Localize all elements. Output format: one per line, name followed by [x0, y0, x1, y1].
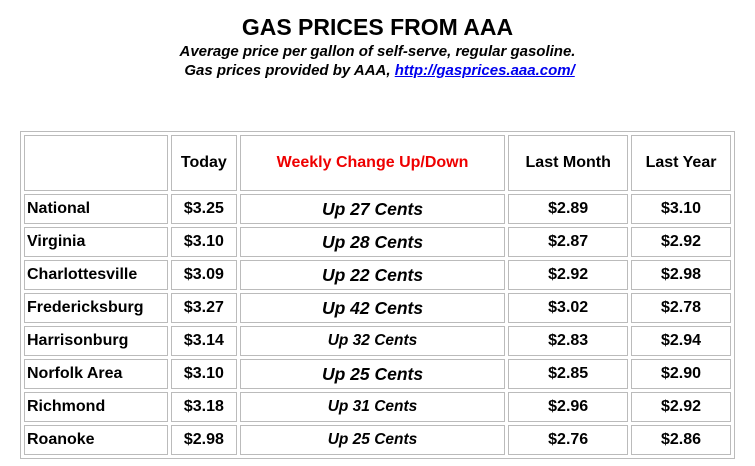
table-row: Norfolk Area $3.10 Up 25 Cents $2.85 $2.90	[24, 359, 731, 389]
subtitle: Average price per gallon of self-serve, …	[179, 43, 576, 60]
cell: $2.92	[508, 260, 629, 290]
source-link[interactable]: http://gasprices.aaa.com/	[394, 62, 575, 79]
price-table: Today Weekly Change Up/Down Last Month Last…	[20, 131, 735, 459]
cell: $2.85	[508, 359, 629, 389]
cell: $2.86	[631, 425, 731, 455]
cell: $2.90	[631, 359, 731, 389]
table-row: Charlottesville $3.09 Up 22 Cents $2.92 $2.9…	[24, 260, 731, 290]
cell: $2.92	[631, 392, 731, 422]
table-row: Fredericksburg $3.27 Up 42 Cents $3.02 $2.78	[24, 293, 731, 323]
cell: Up 32 Cents	[239, 326, 506, 356]
column-header: Last Month	[508, 135, 629, 191]
cell: $2.87	[508, 227, 629, 257]
cell: Up 31 Cents	[239, 392, 506, 422]
cell: $3.02	[508, 293, 629, 323]
table-row: Harrisonburg $3.14 Up 32 Cents $2.83 $2.94	[24, 326, 731, 356]
cell: Up 25 Cents	[239, 425, 506, 455]
table-row: Virginia $3.10 Up 28 Cents $2.87 $2.92	[24, 227, 731, 257]
column-header: Weekly Change Up/Down	[239, 135, 506, 191]
cell: $3.10	[171, 359, 237, 389]
cell: Up 25 Cents	[239, 359, 506, 389]
row-label: Fredericksburg	[24, 293, 168, 323]
column-header: Today	[171, 135, 237, 191]
cell: $2.94	[631, 326, 731, 356]
table-row: Roanoke $2.98 Up 25 Cents $2.76 $2.86	[24, 425, 731, 455]
cell: Up 28 Cents	[239, 227, 506, 257]
title: GAS PRICES FROM AAA	[241, 14, 514, 40]
cell: $3.09	[171, 260, 237, 290]
row-label: Virginia	[24, 227, 168, 257]
row-label: Harrisonburg	[24, 326, 168, 356]
cell: $2.92	[631, 227, 731, 257]
cell: $3.10	[631, 194, 731, 224]
row-label: Richmond	[24, 392, 168, 422]
corner-cell	[24, 135, 168, 191]
cell: $2.98	[171, 425, 237, 455]
source-text: Gas prices provided by AAA,	[184, 62, 391, 79]
table-row: National $3.25 Up 27 Cents $2.89 $3.10	[24, 194, 731, 224]
table-row: Richmond $3.18 Up 31 Cents $2.96 $2.92	[24, 392, 731, 422]
cell: $3.25	[171, 194, 237, 224]
header: GAS PRICES FROM AAA Average price per ga…	[0, 12, 755, 80]
cell: $3.10	[171, 227, 237, 257]
row-label: Roanoke	[24, 425, 168, 455]
cell: $2.76	[508, 425, 629, 455]
cell: $3.27	[171, 293, 237, 323]
cell: $2.89	[508, 194, 629, 224]
cell: $2.96	[508, 392, 629, 422]
cell: $3.18	[171, 392, 237, 422]
source: Gas prices provided by AAA, http://gaspr…	[0, 61, 755, 80]
cell: Up 22 Cents	[239, 260, 506, 290]
row-label: National	[24, 194, 168, 224]
cell: $2.83	[508, 326, 629, 356]
cell: $3.14	[171, 326, 237, 356]
cell: $2.98	[631, 260, 731, 290]
header-row: Today Weekly Change Up/Down Last Month Last…	[24, 135, 731, 191]
cell: Up 42 Cents	[239, 293, 506, 323]
column-header: Last Year	[631, 135, 731, 191]
cell: $2.78	[631, 293, 731, 323]
row-label: Charlottesville	[24, 260, 168, 290]
row-label: Norfolk Area	[24, 359, 168, 389]
cell: Up 27 Cents	[239, 194, 506, 224]
